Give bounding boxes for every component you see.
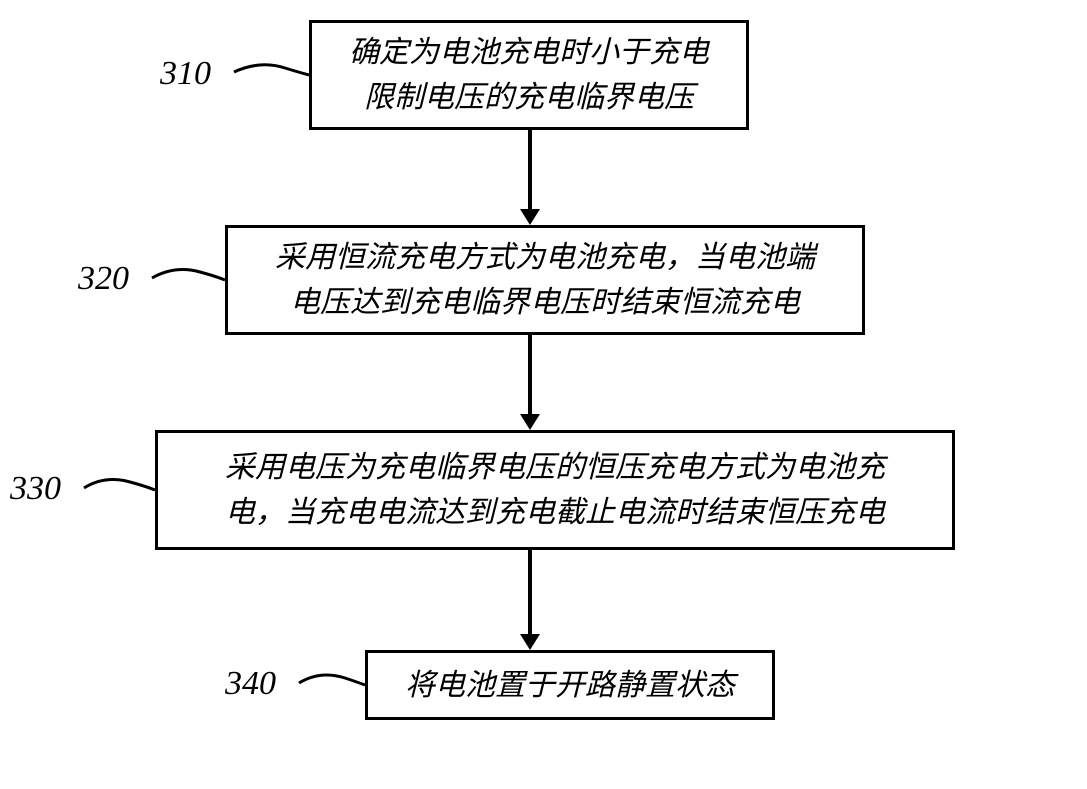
arrowhead-310-320	[520, 209, 540, 225]
node-label-340: 340	[225, 665, 276, 703]
edge-310-320	[528, 130, 532, 210]
edge-320-330	[528, 335, 532, 415]
node-text: 采用恒流充电方式为电池充电，当电池端 电压达到充电临界电压时结束恒流充电	[275, 235, 815, 325]
flowchart-node-320: 采用恒流充电方式为电池充电，当电池端 电压达到充电临界电压时结束恒流充电	[225, 225, 865, 335]
flowchart-node-310: 确定为电池充电时小于充电 限制电压的充电临界电压	[309, 20, 749, 130]
edge-330-340	[528, 550, 532, 635]
node-text: 采用电压为充电临界电压的恒压充电方式为电池充 电，当充电电流达到充电截止电流时结…	[225, 445, 885, 535]
node-label-310: 310	[160, 55, 211, 93]
node-text: 确定为电池充电时小于充电 限制电压的充电临界电压	[349, 30, 709, 120]
flowchart-container: 确定为电池充电时小于充电 限制电压的充电临界电压 310 采用恒流充电方式为电池…	[0, 0, 1087, 789]
node-text: 将电池置于开路静置状态	[405, 663, 735, 708]
flowchart-node-330: 采用电压为充电临界电压的恒压充电方式为电池充 电，当充电电流达到充电截止电流时结…	[155, 430, 955, 550]
arrowhead-330-340	[520, 634, 540, 650]
node-label-320: 320	[78, 260, 129, 298]
flowchart-node-340: 将电池置于开路静置状态	[365, 650, 775, 720]
node-label-330: 330	[10, 470, 61, 508]
arrowhead-320-330	[520, 414, 540, 430]
